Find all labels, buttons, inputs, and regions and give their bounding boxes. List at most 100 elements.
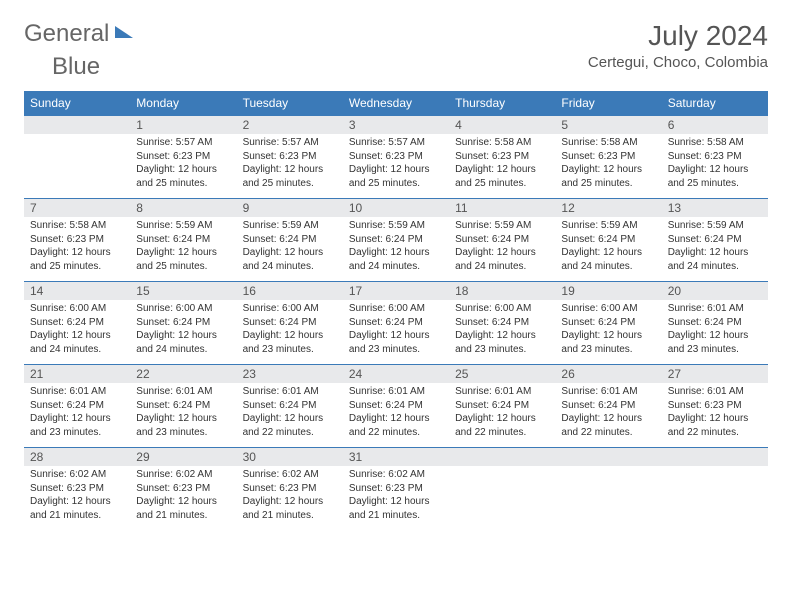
day-cell: 30Sunrise: 6:02 AMSunset: 6:23 PMDayligh… — [237, 447, 343, 530]
day-data: Sunrise: 5:59 AMSunset: 6:24 PMDaylight:… — [555, 217, 661, 281]
day-cell: 14Sunrise: 6:00 AMSunset: 6:24 PMDayligh… — [24, 281, 130, 364]
day-cell — [24, 115, 130, 198]
logo-triangle-icon — [115, 26, 133, 38]
title-block: July 2024 Certegui, Choco, Colombia — [588, 20, 768, 71]
day-number: 5 — [555, 115, 661, 134]
day-number: 23 — [237, 364, 343, 383]
day-number: 29 — [130, 447, 236, 466]
day-data: Sunrise: 5:58 AMSunset: 6:23 PMDaylight:… — [24, 217, 130, 281]
day-data: Sunrise: 6:02 AMSunset: 6:23 PMDaylight:… — [343, 466, 449, 530]
day-data: Sunrise: 6:01 AMSunset: 6:24 PMDaylight:… — [24, 383, 130, 447]
day-data: Sunrise: 6:00 AMSunset: 6:24 PMDaylight:… — [555, 300, 661, 364]
day-data: Sunrise: 6:01 AMSunset: 6:24 PMDaylight:… — [449, 383, 555, 447]
day-data: Sunrise: 6:02 AMSunset: 6:23 PMDaylight:… — [237, 466, 343, 530]
day-number: 1 — [130, 115, 236, 134]
day-cell: 13Sunrise: 5:59 AMSunset: 6:24 PMDayligh… — [662, 198, 768, 281]
day-data: Sunrise: 5:59 AMSunset: 6:24 PMDaylight:… — [237, 217, 343, 281]
day-cell: 23Sunrise: 6:01 AMSunset: 6:24 PMDayligh… — [237, 364, 343, 447]
day-data: Sunrise: 6:01 AMSunset: 6:24 PMDaylight:… — [662, 300, 768, 364]
day-cell: 7Sunrise: 5:58 AMSunset: 6:23 PMDaylight… — [24, 198, 130, 281]
day-number: 13 — [662, 198, 768, 217]
day-data: Sunrise: 5:58 AMSunset: 6:23 PMDaylight:… — [662, 134, 768, 198]
week-row: 28Sunrise: 6:02 AMSunset: 6:23 PMDayligh… — [24, 447, 768, 530]
day-cell: 19Sunrise: 6:00 AMSunset: 6:24 PMDayligh… — [555, 281, 661, 364]
day-cell: 31Sunrise: 6:02 AMSunset: 6:23 PMDayligh… — [343, 447, 449, 530]
day-cell: 10Sunrise: 5:59 AMSunset: 6:24 PMDayligh… — [343, 198, 449, 281]
day-data: Sunrise: 5:58 AMSunset: 6:23 PMDaylight:… — [555, 134, 661, 198]
week-row: 7Sunrise: 5:58 AMSunset: 6:23 PMDaylight… — [24, 198, 768, 281]
day-cell: 21Sunrise: 6:01 AMSunset: 6:24 PMDayligh… — [24, 364, 130, 447]
day-number: 2 — [237, 115, 343, 134]
day-number: 19 — [555, 281, 661, 300]
day-cell: 6Sunrise: 5:58 AMSunset: 6:23 PMDaylight… — [662, 115, 768, 198]
calendar-table: Sunday Monday Tuesday Wednesday Thursday… — [24, 91, 768, 115]
day-header-row: Sunday Monday Tuesday Wednesday Thursday… — [24, 91, 768, 115]
day-number: 7 — [24, 198, 130, 217]
day-number: 14 — [24, 281, 130, 300]
day-cell: 26Sunrise: 6:01 AMSunset: 6:24 PMDayligh… — [555, 364, 661, 447]
day-data: Sunrise: 5:57 AMSunset: 6:23 PMDaylight:… — [130, 134, 236, 198]
day-number: 27 — [662, 364, 768, 383]
day-data: Sunrise: 6:01 AMSunset: 6:23 PMDaylight:… — [662, 383, 768, 447]
day-cell — [555, 447, 661, 530]
day-cell: 25Sunrise: 6:01 AMSunset: 6:24 PMDayligh… — [449, 364, 555, 447]
day-data: Sunrise: 5:59 AMSunset: 6:24 PMDaylight:… — [662, 217, 768, 281]
day-number: 6 — [662, 115, 768, 134]
day-data: Sunrise: 5:59 AMSunset: 6:24 PMDaylight:… — [130, 217, 236, 281]
day-data: Sunrise: 6:02 AMSunset: 6:23 PMDaylight:… — [130, 466, 236, 530]
day-data: Sunrise: 6:00 AMSunset: 6:24 PMDaylight:… — [449, 300, 555, 364]
day-number: 31 — [343, 447, 449, 466]
location: Certegui, Choco, Colombia — [588, 54, 768, 71]
day-number: 9 — [237, 198, 343, 217]
day-number: 3 — [343, 115, 449, 134]
calendar-weeks: 1Sunrise: 5:57 AMSunset: 6:23 PMDaylight… — [24, 115, 768, 530]
day-number: 26 — [555, 364, 661, 383]
day-data: Sunrise: 6:00 AMSunset: 6:24 PMDaylight:… — [343, 300, 449, 364]
day-number: 11 — [449, 198, 555, 217]
day-number: 4 — [449, 115, 555, 134]
day-cell: 17Sunrise: 6:00 AMSunset: 6:24 PMDayligh… — [343, 281, 449, 364]
day-data: Sunrise: 6:01 AMSunset: 6:24 PMDaylight:… — [130, 383, 236, 447]
day-number — [449, 447, 555, 466]
day-number — [662, 447, 768, 466]
day-number: 16 — [237, 281, 343, 300]
day-number: 12 — [555, 198, 661, 217]
day-data: Sunrise: 6:00 AMSunset: 6:24 PMDaylight:… — [237, 300, 343, 364]
day-number — [555, 447, 661, 466]
day-cell: 2Sunrise: 5:57 AMSunset: 6:23 PMDaylight… — [237, 115, 343, 198]
day-number: 21 — [24, 364, 130, 383]
day-data: Sunrise: 5:57 AMSunset: 6:23 PMDaylight:… — [237, 134, 343, 198]
day-data: Sunrise: 5:57 AMSunset: 6:23 PMDaylight:… — [343, 134, 449, 198]
day-number: 20 — [662, 281, 768, 300]
day-cell: 16Sunrise: 6:00 AMSunset: 6:24 PMDayligh… — [237, 281, 343, 364]
day-cell: 28Sunrise: 6:02 AMSunset: 6:23 PMDayligh… — [24, 447, 130, 530]
day-cell: 4Sunrise: 5:58 AMSunset: 6:23 PMDaylight… — [449, 115, 555, 198]
day-number: 24 — [343, 364, 449, 383]
day-header: Thursday — [449, 91, 555, 115]
day-cell: 18Sunrise: 6:00 AMSunset: 6:24 PMDayligh… — [449, 281, 555, 364]
day-cell: 20Sunrise: 6:01 AMSunset: 6:24 PMDayligh… — [662, 281, 768, 364]
day-number: 28 — [24, 447, 130, 466]
month-title: July 2024 — [588, 20, 768, 52]
day-header: Wednesday — [343, 91, 449, 115]
day-header: Monday — [130, 91, 236, 115]
day-data: Sunrise: 6:01 AMSunset: 6:24 PMDaylight:… — [343, 383, 449, 447]
day-header: Friday — [555, 91, 661, 115]
day-number: 25 — [449, 364, 555, 383]
day-cell: 1Sunrise: 5:57 AMSunset: 6:23 PMDaylight… — [130, 115, 236, 198]
week-row: 21Sunrise: 6:01 AMSunset: 6:24 PMDayligh… — [24, 364, 768, 447]
week-row: 14 Sunrise: 6:00 AMSunset: 6:24 PMDayligh… — [24, 281, 768, 364]
day-header: Saturday — [662, 91, 768, 115]
day-cell: 22Sunrise: 6:01 AMSunset: 6:24 PMDayligh… — [130, 364, 236, 447]
day-header: Sunday — [24, 91, 130, 115]
day-number: 30 — [237, 447, 343, 466]
day-cell: 15Sunrise: 6:00 AMSunset: 6:24 PMDayligh… — [130, 281, 236, 364]
day-cell: 9Sunrise: 5:59 AMSunset: 6:24 PMDaylight… — [237, 198, 343, 281]
day-cell: 5Sunrise: 5:58 AMSunset: 6:23 PMDaylight… — [555, 115, 661, 198]
day-cell: 8Sunrise: 5:59 AMSunset: 6:24 PMDaylight… — [130, 198, 236, 281]
day-cell: 12Sunrise: 5:59 AMSunset: 6:24 PMDayligh… — [555, 198, 661, 281]
logo-word1: General — [24, 20, 109, 48]
day-cell — [662, 447, 768, 530]
day-data: Sunrise: 6:01 AMSunset: 6:24 PMDaylight:… — [555, 383, 661, 447]
day-cell: 24Sunrise: 6:01 AMSunset: 6:24 PMDayligh… — [343, 364, 449, 447]
